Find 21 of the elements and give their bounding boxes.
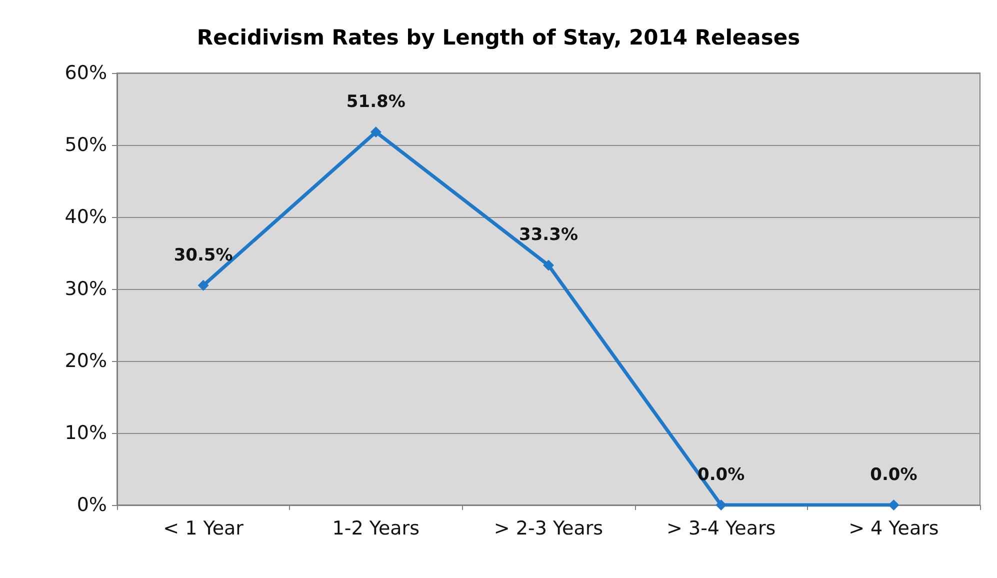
x-tick-label: 1-2 Years bbox=[332, 518, 420, 540]
data-label: 51.8% bbox=[346, 92, 406, 112]
x-tick-label: > 3-4 Years bbox=[666, 518, 776, 540]
x-tick-label: > 2-3 Years bbox=[494, 518, 604, 540]
point bbox=[543, 260, 554, 271]
data-label: 33.3% bbox=[519, 225, 578, 246]
x-tick-label: < 1 Year bbox=[163, 518, 244, 540]
point bbox=[888, 500, 900, 510]
x-tick-label: > 4 Years bbox=[848, 518, 939, 540]
y-tick-label: 40% bbox=[64, 206, 107, 228]
y-tick-label: 0% bbox=[76, 494, 107, 516]
data-label: 30.5% bbox=[174, 245, 233, 266]
y-tick-label: 10% bbox=[64, 422, 107, 444]
y-tick-label: 30% bbox=[64, 278, 107, 300]
point bbox=[370, 126, 382, 138]
chart-title: Recidivism Rates by Length of Stay, 2014 Releases bbox=[196, 26, 800, 50]
point bbox=[198, 280, 209, 291]
data-label: 0.0% bbox=[870, 465, 918, 485]
y-tick-label: 20% bbox=[64, 350, 107, 372]
y-tick-label: 50% bbox=[64, 134, 107, 156]
y-tick-label: 60% bbox=[64, 62, 107, 84]
